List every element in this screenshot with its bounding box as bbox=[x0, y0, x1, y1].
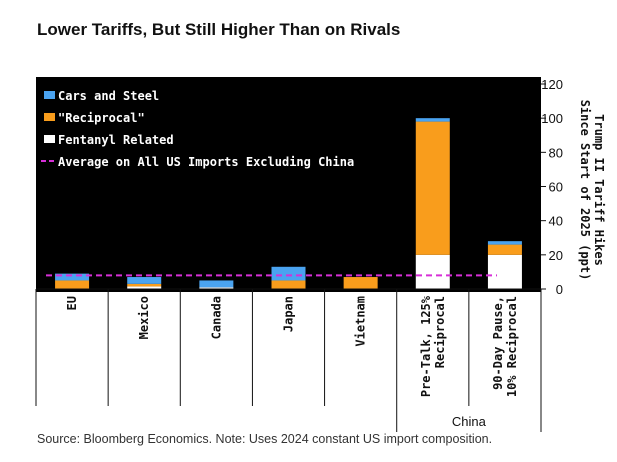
bar-2-series-2 bbox=[127, 283, 162, 287]
legend-label-4: Average on All US Imports Excluding Chin… bbox=[58, 155, 354, 169]
bar-7-series-2 bbox=[487, 244, 522, 255]
source-note: Source: Bloomberg Economics. Note: Uses … bbox=[37, 432, 493, 446]
bar-2-series-1 bbox=[127, 286, 162, 289]
legend-swatch-3 bbox=[44, 135, 55, 143]
y-tick-label-6: 100 bbox=[541, 111, 563, 126]
legend-label-3: Fentanyl Related bbox=[58, 133, 174, 147]
x-tick-label-5-line-1: Vietnam bbox=[354, 296, 368, 347]
bar-2-series-3 bbox=[127, 277, 162, 284]
x-tick-label-7-line-1: 90-Day Pause, bbox=[491, 296, 505, 390]
x-tick-label-6-line-2: Reciprocal bbox=[433, 296, 447, 368]
bar-4-series-3 bbox=[271, 266, 306, 281]
bar-7-series-3 bbox=[487, 241, 522, 245]
y-tick-label-4: 60 bbox=[549, 180, 563, 195]
bar-1-series-2 bbox=[55, 280, 90, 289]
bar-4-series-2 bbox=[271, 280, 306, 289]
y-tick-label-2: 20 bbox=[549, 248, 563, 263]
chart-title: Lower Tariffs, But Still Higher Than on … bbox=[37, 20, 401, 39]
y-axis-label-line-1: Trump II Tariff Hikes bbox=[592, 114, 606, 266]
bar-3-series-3 bbox=[199, 280, 234, 288]
plot-background bbox=[36, 77, 541, 292]
bars-layer bbox=[55, 118, 522, 289]
bar-6-series-1 bbox=[415, 254, 450, 289]
x-tick-label-6-line-1: Pre-Talk, 125% bbox=[419, 295, 433, 397]
x-tick-label-2-line-1: Mexico bbox=[137, 296, 151, 339]
bar-6-series-3 bbox=[415, 118, 450, 122]
legend-label-2: "Reciprocal" bbox=[58, 111, 145, 125]
legend-swatch-2 bbox=[44, 113, 55, 121]
bar-5-series-2 bbox=[343, 277, 378, 289]
y-axis-label: Trump II Tariff HikesSince Start of 2025… bbox=[578, 100, 606, 281]
y-tick-label-5: 80 bbox=[549, 145, 563, 160]
x-tick-label-4-line-1: Japan bbox=[282, 296, 296, 332]
legend: Cars and Steel "Reciprocal" Fentanyl Relat… bbox=[41, 89, 354, 169]
legend-swatch-1 bbox=[44, 91, 55, 99]
x-axis: EU Mexico Canada Japan Vietnam Pre-Talk, 125%… bbox=[35, 288, 542, 432]
y-tick-label-1: 0 bbox=[556, 282, 563, 297]
x-tick-label-1-line-1: EU bbox=[65, 296, 79, 310]
y-axis: 0 20 40 60 80 100 120 bbox=[541, 77, 563, 297]
bar-6-series-2 bbox=[415, 121, 450, 255]
bar-7-series-1 bbox=[487, 254, 522, 289]
y-tick-label-7: 120 bbox=[541, 77, 563, 92]
bar-3-series-1 bbox=[199, 287, 234, 289]
x-tick-label-3-line-1: Canada bbox=[209, 296, 223, 339]
legend-label-1: Cars and Steel bbox=[58, 89, 159, 103]
x-tick-label-7-line-2: 10% Reciprocal bbox=[505, 296, 519, 397]
y-tick-label-3: 40 bbox=[549, 214, 563, 229]
x-group-label: China bbox=[452, 414, 487, 429]
y-axis-label-line-2: Since Start of 2025 (ppt) bbox=[578, 100, 592, 281]
bar-1-series-3 bbox=[55, 273, 90, 281]
